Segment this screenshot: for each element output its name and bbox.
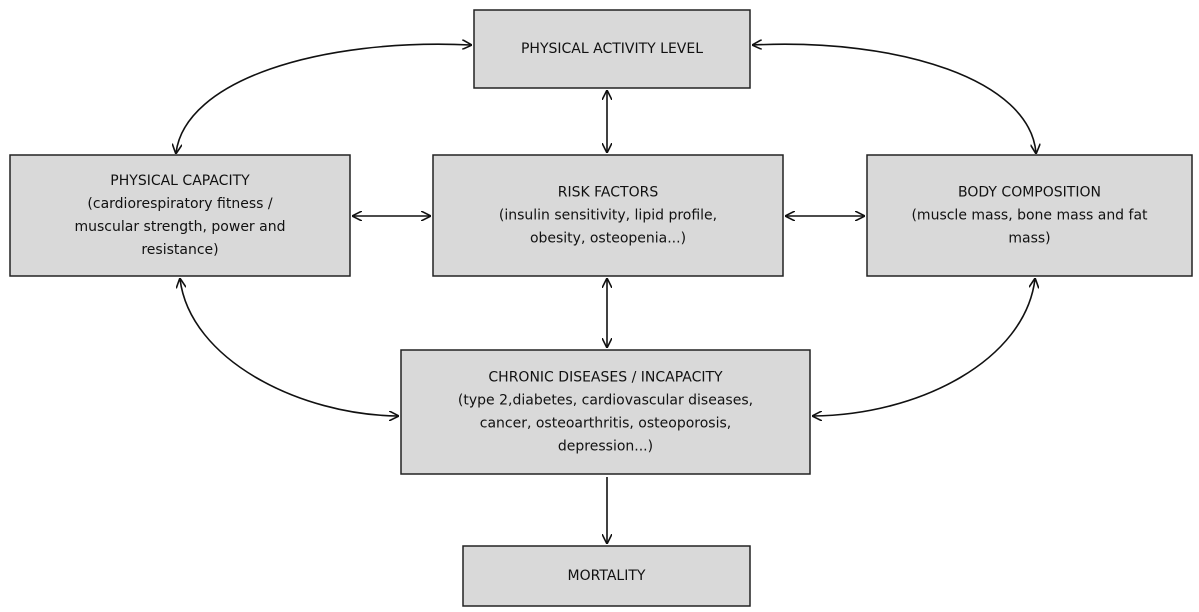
node-line: cancer, osteoarthritis, osteoporosis,: [480, 416, 731, 432]
node-line: obesity, osteopenia...): [530, 231, 686, 247]
node-box: [473, 9, 751, 89]
node-line: (type 2,diabetes, cardiovascular disease…: [458, 393, 753, 409]
node-box: [9, 154, 351, 277]
node-box: [866, 154, 1193, 277]
node-box: [432, 154, 784, 277]
node-line: (insulin sensitivity, lipid profile,: [499, 208, 717, 224]
node-line: (muscle mass, bone mass and fat: [911, 208, 1148, 224]
node-box: [400, 349, 811, 475]
node-title: PHYSICAL ACTIVITY LEVEL: [521, 41, 703, 57]
arrow: [176, 44, 471, 153]
node-box: [462, 545, 751, 607]
arrow: [753, 44, 1036, 153]
node-title: PHYSICAL CAPACITY: [110, 173, 250, 189]
node-title: RISK FACTORS: [558, 185, 659, 201]
node-line: (cardiorespiratory fitness /: [87, 196, 272, 212]
node-title: BODY COMPOSITION: [958, 185, 1101, 201]
arrow: [813, 279, 1035, 416]
node-line: muscular strength, power and: [75, 219, 286, 235]
arrows: [176, 44, 1036, 543]
node-line: depression...): [558, 439, 653, 455]
nodes: PHYSICAL ACTIVITY LEVEL PHYSICAL CAPACITY…: [9, 9, 1193, 607]
arrow: [180, 279, 398, 416]
node-title: CHRONIC DISEASES / INCAPACITY: [488, 370, 723, 386]
node-title: MORTALITY: [568, 568, 646, 584]
node-line: resistance): [141, 242, 218, 258]
node-line: mass): [1008, 231, 1050, 247]
